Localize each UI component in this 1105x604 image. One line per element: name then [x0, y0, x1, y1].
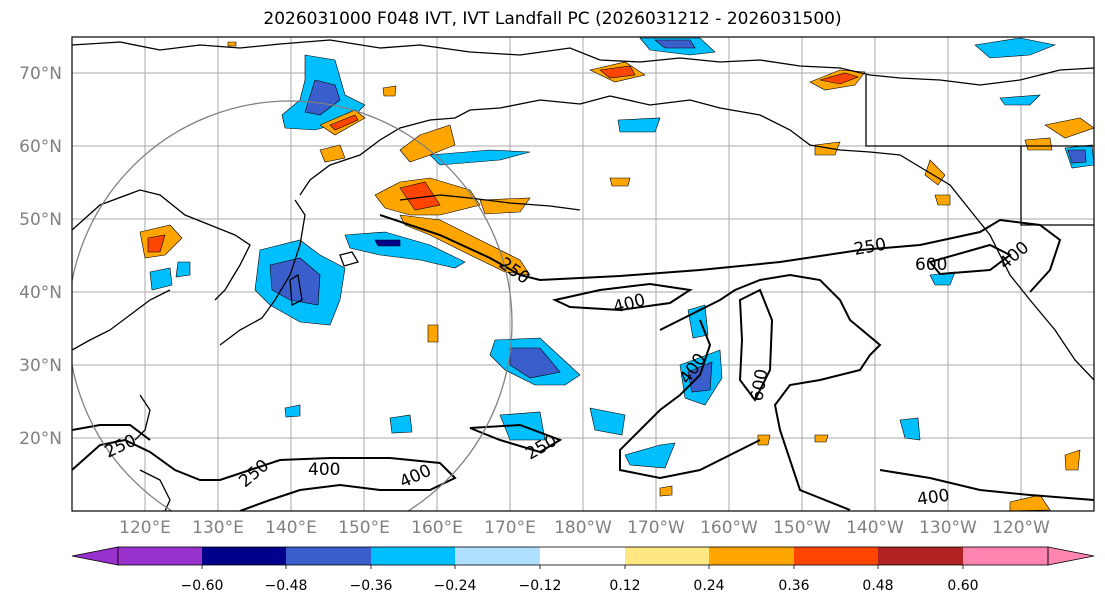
colorbar-extend-max: [1047, 546, 1095, 566]
colorbar-segment: [963, 547, 1048, 565]
lat-label: 30°N: [19, 356, 62, 376]
lon-label: 140°E: [265, 518, 317, 538]
lat-label: 20°N: [19, 429, 62, 449]
lon-label: 140°W: [846, 518, 904, 538]
contour-label: 400: [916, 486, 951, 510]
lon-label: 130°E: [192, 518, 244, 538]
colorbar-tick-label: −0.24: [434, 578, 477, 594]
lon-label: 180°W: [554, 518, 612, 538]
colorbar-tick-label: −0.36: [350, 578, 393, 594]
lon-label: 120°W: [992, 518, 1050, 538]
colorbar-tick-label: 0.48: [862, 578, 893, 594]
colorbar-segment: [709, 547, 794, 565]
colorbar-tick-label: 0.36: [778, 578, 809, 594]
plot-title: 2026031000 F048 IVT, IVT Landfall PC (20…: [263, 9, 842, 29]
colorbar-segment: [202, 547, 286, 565]
ivt-pc-fill-negative: [149, 37, 1094, 469]
lon-label: 130°W: [919, 518, 977, 538]
lon-label: 150°W: [773, 518, 831, 538]
latitude-labels: 70°N 60°N 50°N 40°N 30°N 20°N: [19, 64, 62, 449]
colorbar-outline: [117, 546, 1049, 566]
colorbar-segment: [878, 547, 963, 565]
colorbar-segment: [455, 547, 540, 565]
colorbar-extend-min: [71, 546, 119, 566]
lon-label: 120°E: [119, 518, 171, 538]
landfall-region-circle: [72, 100, 513, 511]
colorbar-segment: [371, 547, 455, 565]
lat-label: 70°N: [19, 64, 62, 84]
colorbar-segment: [286, 547, 371, 565]
map-frame: [71, 36, 1095, 512]
colorbar-segment: [625, 547, 709, 565]
lat-label: 40°N: [19, 283, 62, 303]
longitude-labels: 120°E 130°E 140°E 150°E 160°E 170°E 180°…: [119, 518, 1050, 538]
lon-label: 160°W: [700, 518, 758, 538]
lon-label: 170°E: [484, 518, 536, 538]
colorbar-ticks: −0.60 −0.48 −0.36 −0.24 −0.12 0.12 0.24 …: [181, 578, 979, 594]
lat-label: 50°N: [19, 210, 62, 230]
lon-label: 150°E: [338, 518, 390, 538]
colorbar-segment: [794, 547, 878, 565]
colorbar-tick-label: 0.24: [693, 578, 724, 594]
colorbar-segment: [118, 547, 202, 565]
gridlines: [72, 37, 1094, 511]
coastlines: [72, 39, 1094, 511]
colorbar-tick-label: −0.48: [265, 578, 308, 594]
colorbar-segment: [540, 547, 625, 565]
colorbar-tick-label: 0.60: [947, 578, 978, 594]
colorbar-tick-label: −0.60: [181, 578, 224, 594]
colorbar-tick-label: 0.12: [609, 578, 640, 594]
lon-label: 170°W: [627, 518, 685, 538]
contour-label: 400: [308, 460, 340, 480]
lon-label: 160°E: [411, 518, 463, 538]
colorbar: [71, 546, 1095, 569]
contour-label: 600: [915, 255, 947, 275]
colorbar-tick-label: −0.12: [519, 578, 562, 594]
lat-label: 60°N: [19, 137, 62, 157]
